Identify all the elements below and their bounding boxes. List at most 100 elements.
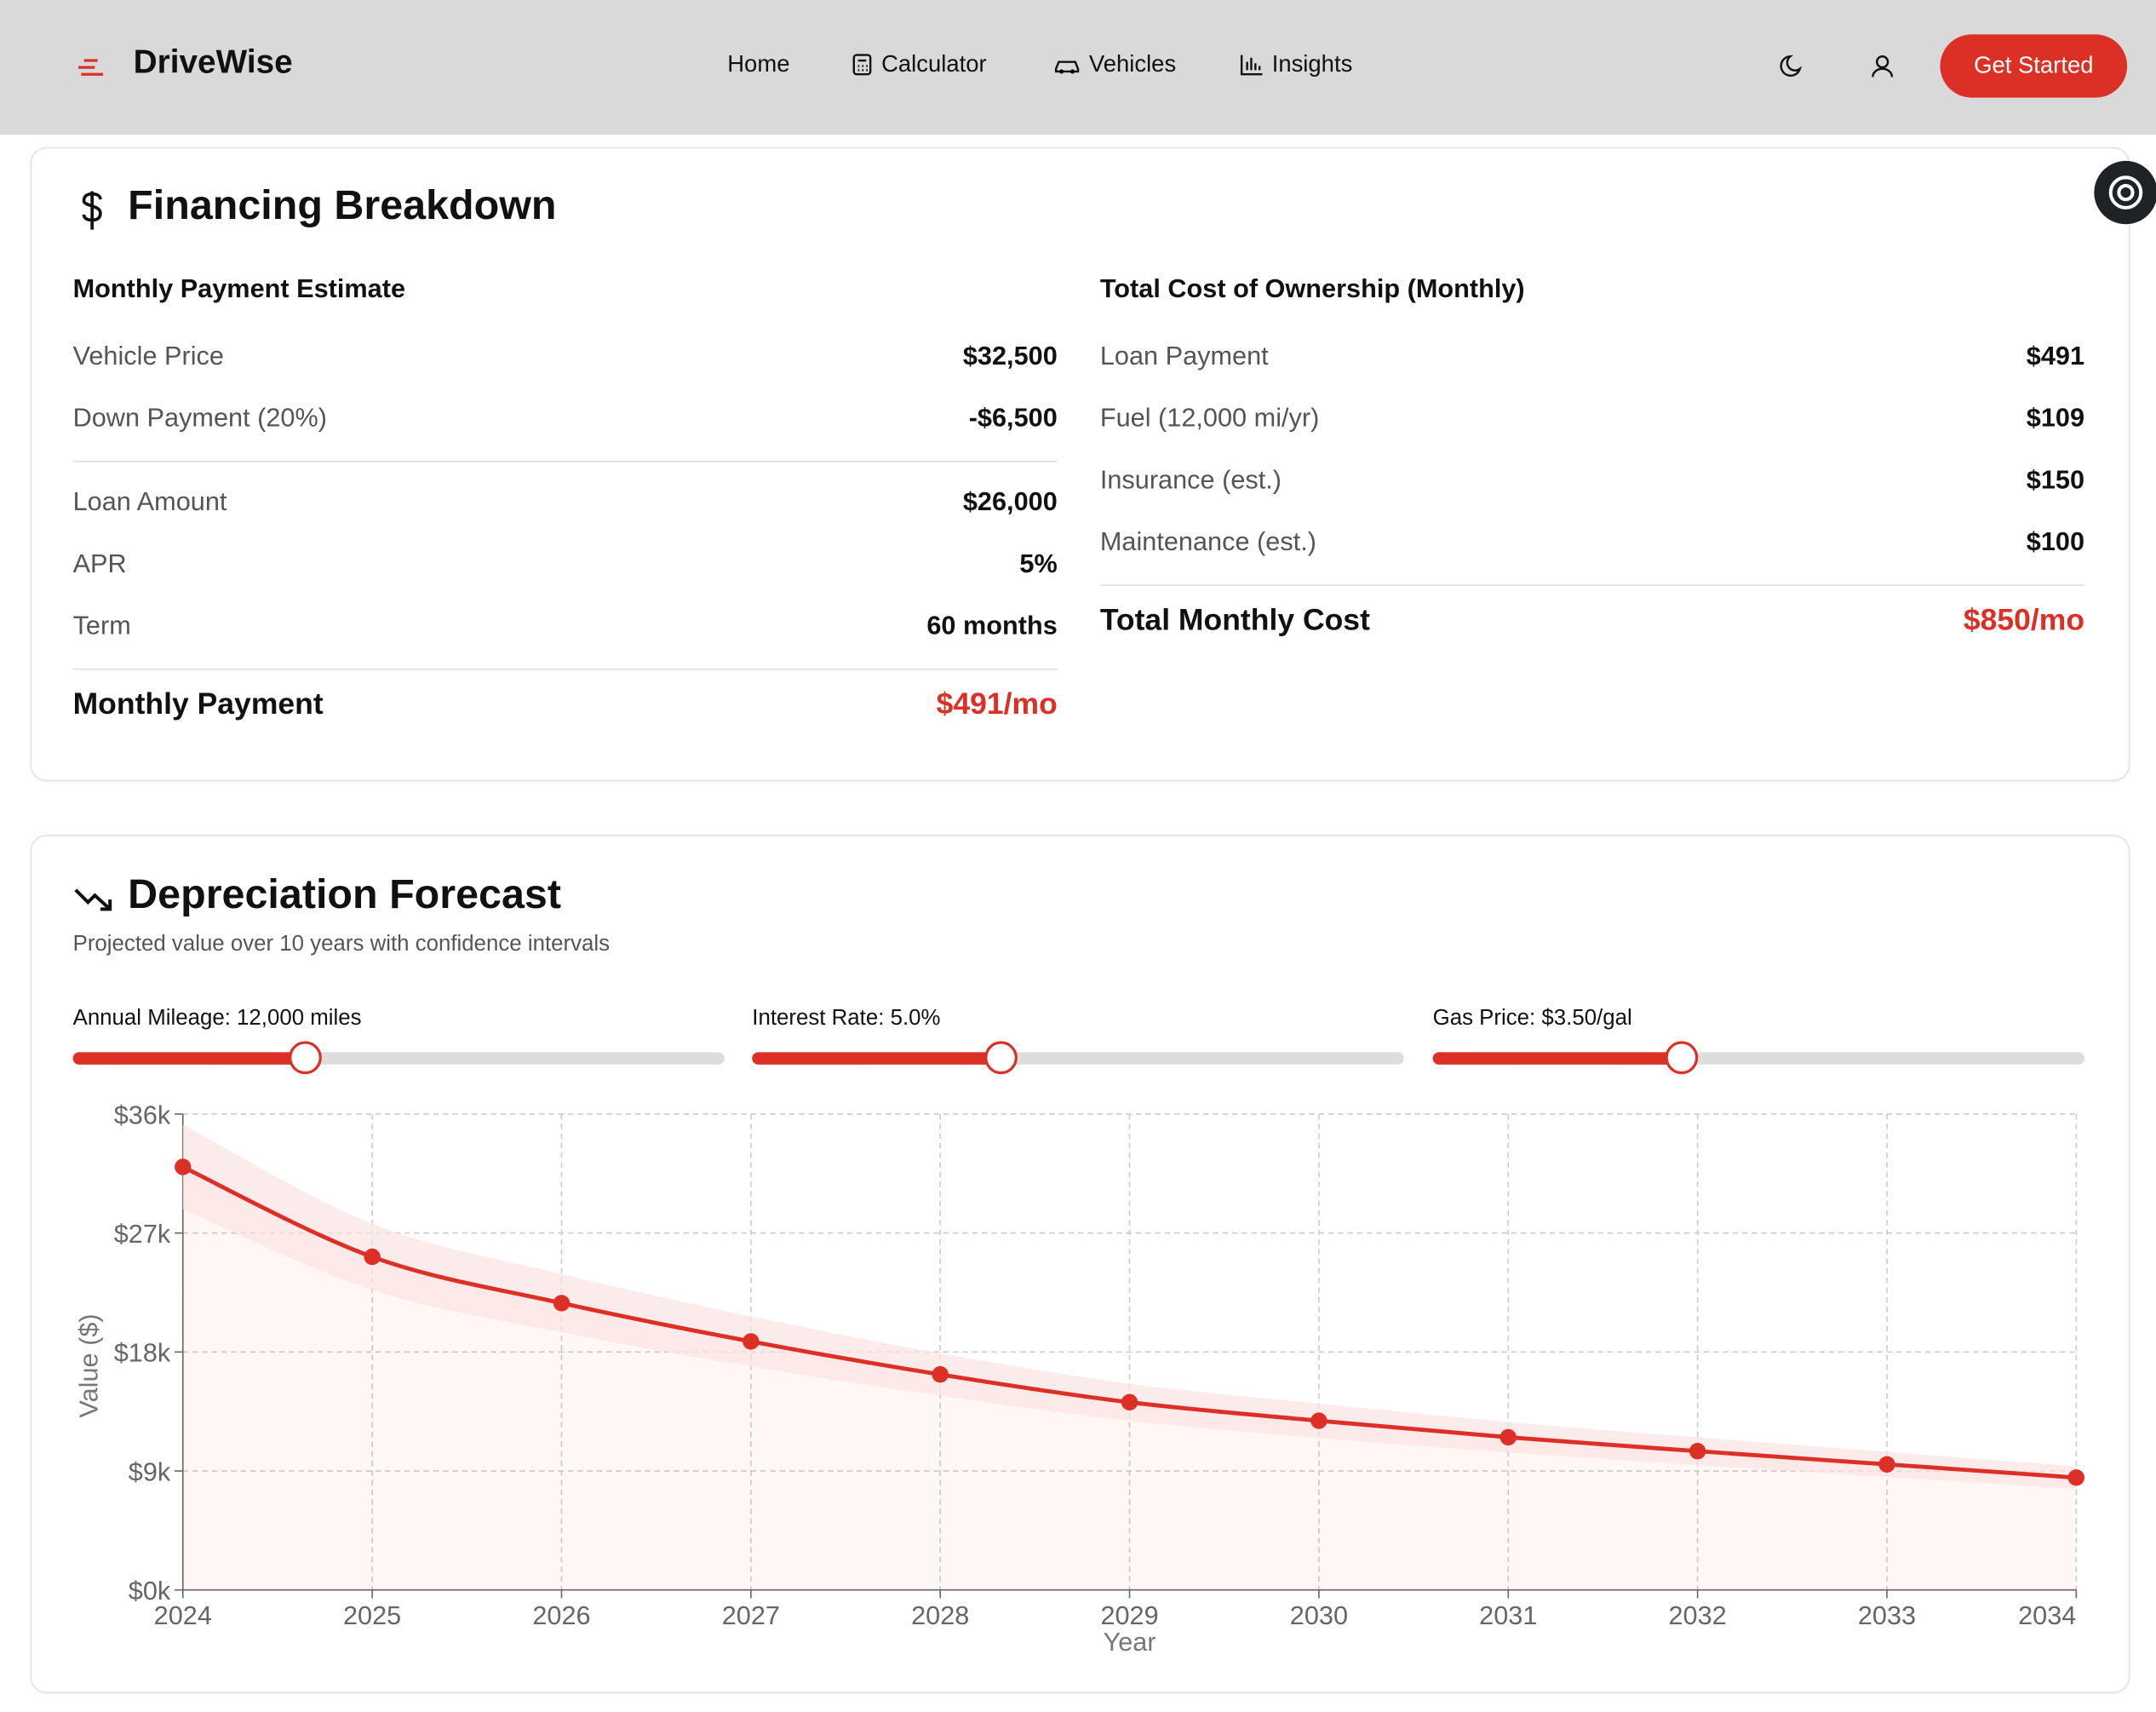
nav-text: Calculator [881,50,987,78]
divider [1099,584,2085,586]
cta-button[interactable]: Get Started [1940,34,2128,98]
total-label: Monthly Payment [72,686,324,721]
row: Fuel (12,000 mi/yr) $109 [1100,388,2084,450]
row-value: -$6,500 [968,403,1058,433]
assistant-button[interactable] [2094,160,2156,225]
total-row: Total Monthly Cost $850/mo [1100,586,2084,655]
total-row: Monthly Payment $491/mo [73,669,1058,738]
x-tick-label: 2029 [1100,1600,1158,1630]
slider[interactable] [752,1052,1404,1065]
row-label: Loan Payment [1099,342,1269,371]
logo-icon [78,59,104,76]
header: DriveWise Home Calculator Vehicles Insig… [0,0,2156,135]
row-label: Down Payment (20%) [72,403,327,433]
y-tick-label: $9k [129,1456,171,1486]
trend-icon [74,888,112,911]
section-heading: Total Cost of Ownership (Monthly) [1099,274,1525,304]
divider [72,668,1058,670]
nav-link[interactable]: Insights [1239,51,1352,78]
row: Loan Payment $491 [1100,326,2084,388]
line [181,1164,2077,1480]
point [1499,1428,1517,1446]
card-title: Depreciation Forecast [128,871,562,918]
row-value: $32,500 [962,342,1058,371]
icon [852,54,872,76]
row-label: Maintenance (est.) [1099,527,1316,557]
x-tick-label: 2025 [343,1600,401,1630]
card-title: Financing Breakdown [128,182,557,229]
account[interactable] [1869,52,1896,79]
point [1689,1443,1706,1460]
slider-fill [72,1052,306,1065]
brand[interactable]: DriveWise [133,43,293,82]
slider-thumb[interactable] [1665,1041,1699,1075]
row-value: $26,000 [962,487,1058,517]
nav-link[interactable]: Calculator [852,51,987,78]
slider-label: Interest Rate: 5.0% [752,1007,941,1031]
slider-label: Gas Price: $3.50/gal [1432,1007,1632,1031]
total-value: $850/mo [1963,602,2085,637]
x-tick-label: 2030 [1290,1600,1348,1630]
icon [1240,55,1263,76]
point [1878,1456,1895,1473]
nav-link[interactable]: Vehicles [1053,51,1176,78]
slider-fill [752,1052,1001,1065]
x-tick-label: 2031 [1479,1600,1537,1630]
point [364,1248,381,1266]
point [2067,1469,2085,1486]
nav-text: Vehicles [1088,50,1177,78]
y-tick-label: $0k [129,1576,171,1606]
dollar-icon [82,191,102,230]
slider-thumb[interactable] [984,1041,1018,1075]
x-tick-label: 2026 [532,1600,590,1630]
x-tick-label: 2032 [1669,1600,1727,1630]
slider[interactable] [72,1052,725,1065]
row: Insurance (est.) $150 [1100,450,2084,512]
slider-label: Annual Mileage: 12,000 miles [72,1007,362,1031]
row-value: $150 [2026,465,2085,495]
divider [72,460,1058,462]
x-tick-label: 2027 [722,1600,780,1630]
x-tick-label: 2034 [2018,1600,2076,1630]
row-label: Loan Amount [72,487,227,517]
slider[interactable] [1432,1052,2085,1065]
total-label: Total Monthly Cost [1099,602,1370,637]
y-axis-label: Value ($) [74,1313,104,1417]
section-heading: Monthly Payment Estimate [72,274,406,304]
row-value: $491 [2026,342,2085,371]
nav-text: Insights [1271,50,1353,78]
point [175,1158,192,1175]
row: Maintenance (est.) $100 [1100,512,2084,574]
theme-toggle[interactable] [1780,52,1807,79]
row: Vehicle Price $32,500 [73,326,1058,388]
slider-fill [1432,1052,1682,1065]
nav-link[interactable]: Home [727,51,789,78]
row-label: Insurance (est.) [1099,465,1282,495]
financing-card [30,146,2130,782]
point [743,1333,760,1350]
icon [2108,175,2143,210]
icon [1054,60,1080,74]
row-value: $109 [2026,403,2085,433]
row-label: Fuel (12,000 mi/yr) [1099,403,1320,433]
row-value: 60 months [926,611,1058,641]
row: Term 60 months [73,595,1058,658]
row-label: Vehicle Price [72,342,224,371]
x-tick-label: 2033 [1858,1600,1916,1630]
row-value: $100 [2026,527,2085,557]
row: APR 5% [73,534,1058,596]
y-tick-label: $36k [114,1100,171,1129]
point [553,1295,571,1312]
payment-column: Monthly Payment Estimate Vehicle Price $32… [72,261,1058,738]
nav-text: Home [727,50,790,78]
slider-thumb[interactable] [289,1041,322,1075]
row-value: 5% [1019,549,1058,579]
point [1310,1412,1327,1429]
x-tick-label: 2028 [911,1600,969,1630]
ownership-column: Total Cost of Ownership (Monthly) Loan Pa… [1099,261,2085,655]
point [1121,1393,1138,1411]
row: Down Payment (20%) -$6,500 [73,388,1058,450]
